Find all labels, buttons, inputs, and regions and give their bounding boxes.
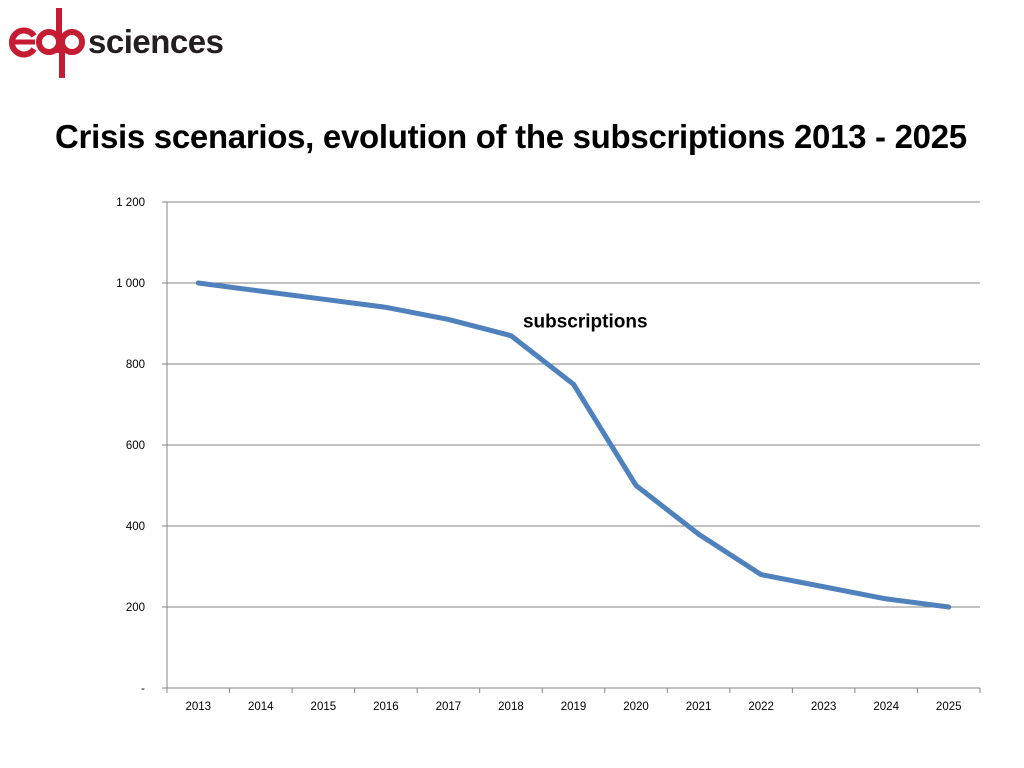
x-tick-label: 2019 — [561, 701, 587, 713]
data-point — [696, 531, 701, 537]
x-tick-label: 2014 — [248, 701, 274, 713]
series-label-subscriptions: subscriptions — [523, 312, 648, 333]
edp-logo-mark — [8, 8, 85, 78]
y-tick-label: 1 000 — [116, 278, 145, 290]
x-tick-label: 2017 — [436, 701, 462, 713]
y-tick-label: 600 — [126, 440, 145, 452]
data-point — [383, 305, 389, 310]
logo-e — [8, 27, 37, 58]
edp-sciences-logo: sciences — [8, 8, 224, 78]
x-tick-label: 2023 — [811, 701, 837, 713]
data-point — [446, 317, 451, 322]
x-tick-label: 2021 — [686, 701, 712, 713]
data-point — [258, 288, 264, 294]
x-tick-label: 2018 — [498, 701, 524, 713]
data-point — [758, 572, 764, 577]
x-tick-label: 2016 — [373, 701, 399, 713]
data-point — [883, 596, 889, 602]
data-point — [196, 280, 201, 286]
data-point — [321, 297, 326, 302]
y-tick-label: 200 — [126, 602, 145, 614]
logo-wordmark: sciences — [88, 23, 223, 60]
x-tick-label: 2022 — [748, 701, 774, 713]
x-tick-label: 2020 — [623, 701, 649, 713]
chart-series — [195, 280, 952, 610]
page-title: Crisis scenarios, evolution of the subsc… — [55, 118, 967, 155]
data-point — [946, 604, 951, 610]
x-tick-label: 2015 — [311, 701, 337, 713]
data-point — [571, 382, 576, 387]
x-tick-label: 2013 — [185, 701, 211, 713]
data-point — [821, 584, 826, 589]
y-tick-label: 1 200 — [116, 197, 145, 209]
y-axis-ticks: - 200 400 600 800 1 000 1 200 — [116, 197, 167, 695]
y-tick-label: - — [141, 683, 145, 695]
data-point — [633, 483, 639, 488]
x-tick-label: 2025 — [936, 701, 962, 713]
series-labels: subscriptions — [523, 312, 648, 333]
x-tick-label: 2024 — [873, 701, 899, 713]
x-axis-ticks: 2013 2014 2015 2016 2017 2018 2019 2020 2021 2022… — [166, 688, 981, 713]
y-tick-label: 800 — [126, 359, 145, 371]
grid-lines — [167, 201, 980, 608]
data-point — [508, 333, 514, 338]
y-tick-label: 400 — [126, 521, 145, 533]
